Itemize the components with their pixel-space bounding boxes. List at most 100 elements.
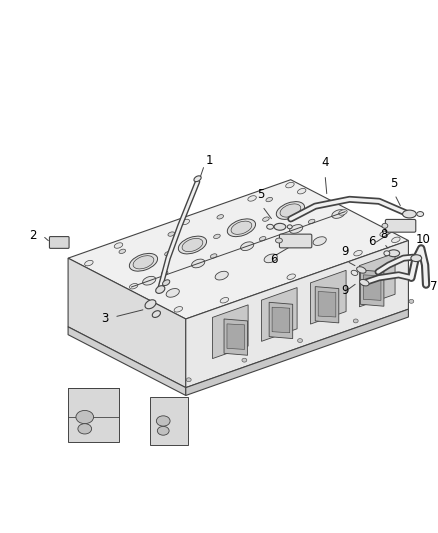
Ellipse shape [217,215,223,219]
Ellipse shape [191,259,205,268]
Ellipse shape [332,209,345,219]
Text: 9: 9 [341,245,348,258]
Polygon shape [186,240,408,387]
Polygon shape [224,319,247,356]
Ellipse shape [382,223,388,228]
Ellipse shape [161,271,168,276]
Polygon shape [318,292,336,317]
Ellipse shape [114,243,123,248]
Ellipse shape [287,225,292,229]
Ellipse shape [181,219,190,225]
Polygon shape [68,387,119,441]
Ellipse shape [129,253,158,271]
Polygon shape [68,327,186,395]
Ellipse shape [210,254,217,258]
Ellipse shape [274,223,286,230]
Ellipse shape [357,266,366,273]
Ellipse shape [297,189,306,194]
Ellipse shape [417,212,424,216]
Polygon shape [212,305,248,359]
Polygon shape [151,398,188,445]
Text: 6: 6 [270,253,278,266]
Polygon shape [311,270,346,324]
Ellipse shape [280,204,301,217]
Ellipse shape [409,300,414,303]
Polygon shape [68,258,186,387]
Text: 8: 8 [380,228,388,240]
Ellipse shape [220,297,229,303]
Ellipse shape [194,176,201,182]
Ellipse shape [297,338,303,343]
Ellipse shape [384,251,390,256]
Ellipse shape [248,196,256,201]
Ellipse shape [263,217,269,221]
Polygon shape [261,288,297,341]
Ellipse shape [85,260,93,266]
Text: 4: 4 [321,156,329,169]
Ellipse shape [76,410,94,424]
Ellipse shape [145,300,156,309]
Ellipse shape [360,279,369,286]
Ellipse shape [157,426,169,435]
Polygon shape [227,324,245,349]
Ellipse shape [119,249,126,254]
Ellipse shape [290,224,303,233]
Ellipse shape [215,271,228,280]
Ellipse shape [227,219,255,237]
Ellipse shape [182,238,203,252]
Text: 10: 10 [416,233,431,246]
Polygon shape [315,287,339,323]
Ellipse shape [313,237,326,245]
Ellipse shape [129,284,138,289]
Ellipse shape [178,236,207,254]
Ellipse shape [166,288,179,297]
Ellipse shape [276,201,304,220]
Text: 2: 2 [29,229,36,242]
Ellipse shape [308,219,315,224]
Ellipse shape [156,416,170,426]
Ellipse shape [392,237,400,243]
Ellipse shape [259,237,266,241]
Ellipse shape [152,311,160,318]
Ellipse shape [286,182,294,188]
Text: 5: 5 [258,188,265,201]
Ellipse shape [186,378,191,382]
Text: 3: 3 [101,312,108,326]
Ellipse shape [214,234,220,239]
FancyBboxPatch shape [385,220,416,232]
Ellipse shape [240,242,254,251]
FancyBboxPatch shape [49,237,69,248]
Ellipse shape [133,256,154,269]
Ellipse shape [403,210,416,218]
Text: 5: 5 [390,176,397,190]
Ellipse shape [78,424,92,434]
Ellipse shape [231,221,252,235]
Polygon shape [363,275,381,300]
Ellipse shape [143,277,156,285]
Ellipse shape [266,197,272,201]
Ellipse shape [351,270,358,276]
Ellipse shape [276,238,283,243]
Polygon shape [68,180,408,319]
Ellipse shape [165,252,171,256]
Ellipse shape [353,319,358,323]
Ellipse shape [162,280,170,286]
Polygon shape [186,309,408,395]
Ellipse shape [242,358,247,362]
Ellipse shape [287,274,296,279]
Ellipse shape [388,250,399,257]
Ellipse shape [264,254,277,263]
Polygon shape [360,270,384,306]
Ellipse shape [168,232,175,236]
Ellipse shape [174,306,183,312]
Text: 9: 9 [341,285,348,297]
Ellipse shape [380,231,389,237]
Ellipse shape [339,209,347,215]
Text: 6: 6 [368,236,376,248]
Ellipse shape [354,251,362,256]
Polygon shape [269,302,293,338]
Ellipse shape [155,286,165,293]
Polygon shape [272,307,290,333]
Text: 1: 1 [205,154,213,167]
FancyBboxPatch shape [279,234,312,248]
